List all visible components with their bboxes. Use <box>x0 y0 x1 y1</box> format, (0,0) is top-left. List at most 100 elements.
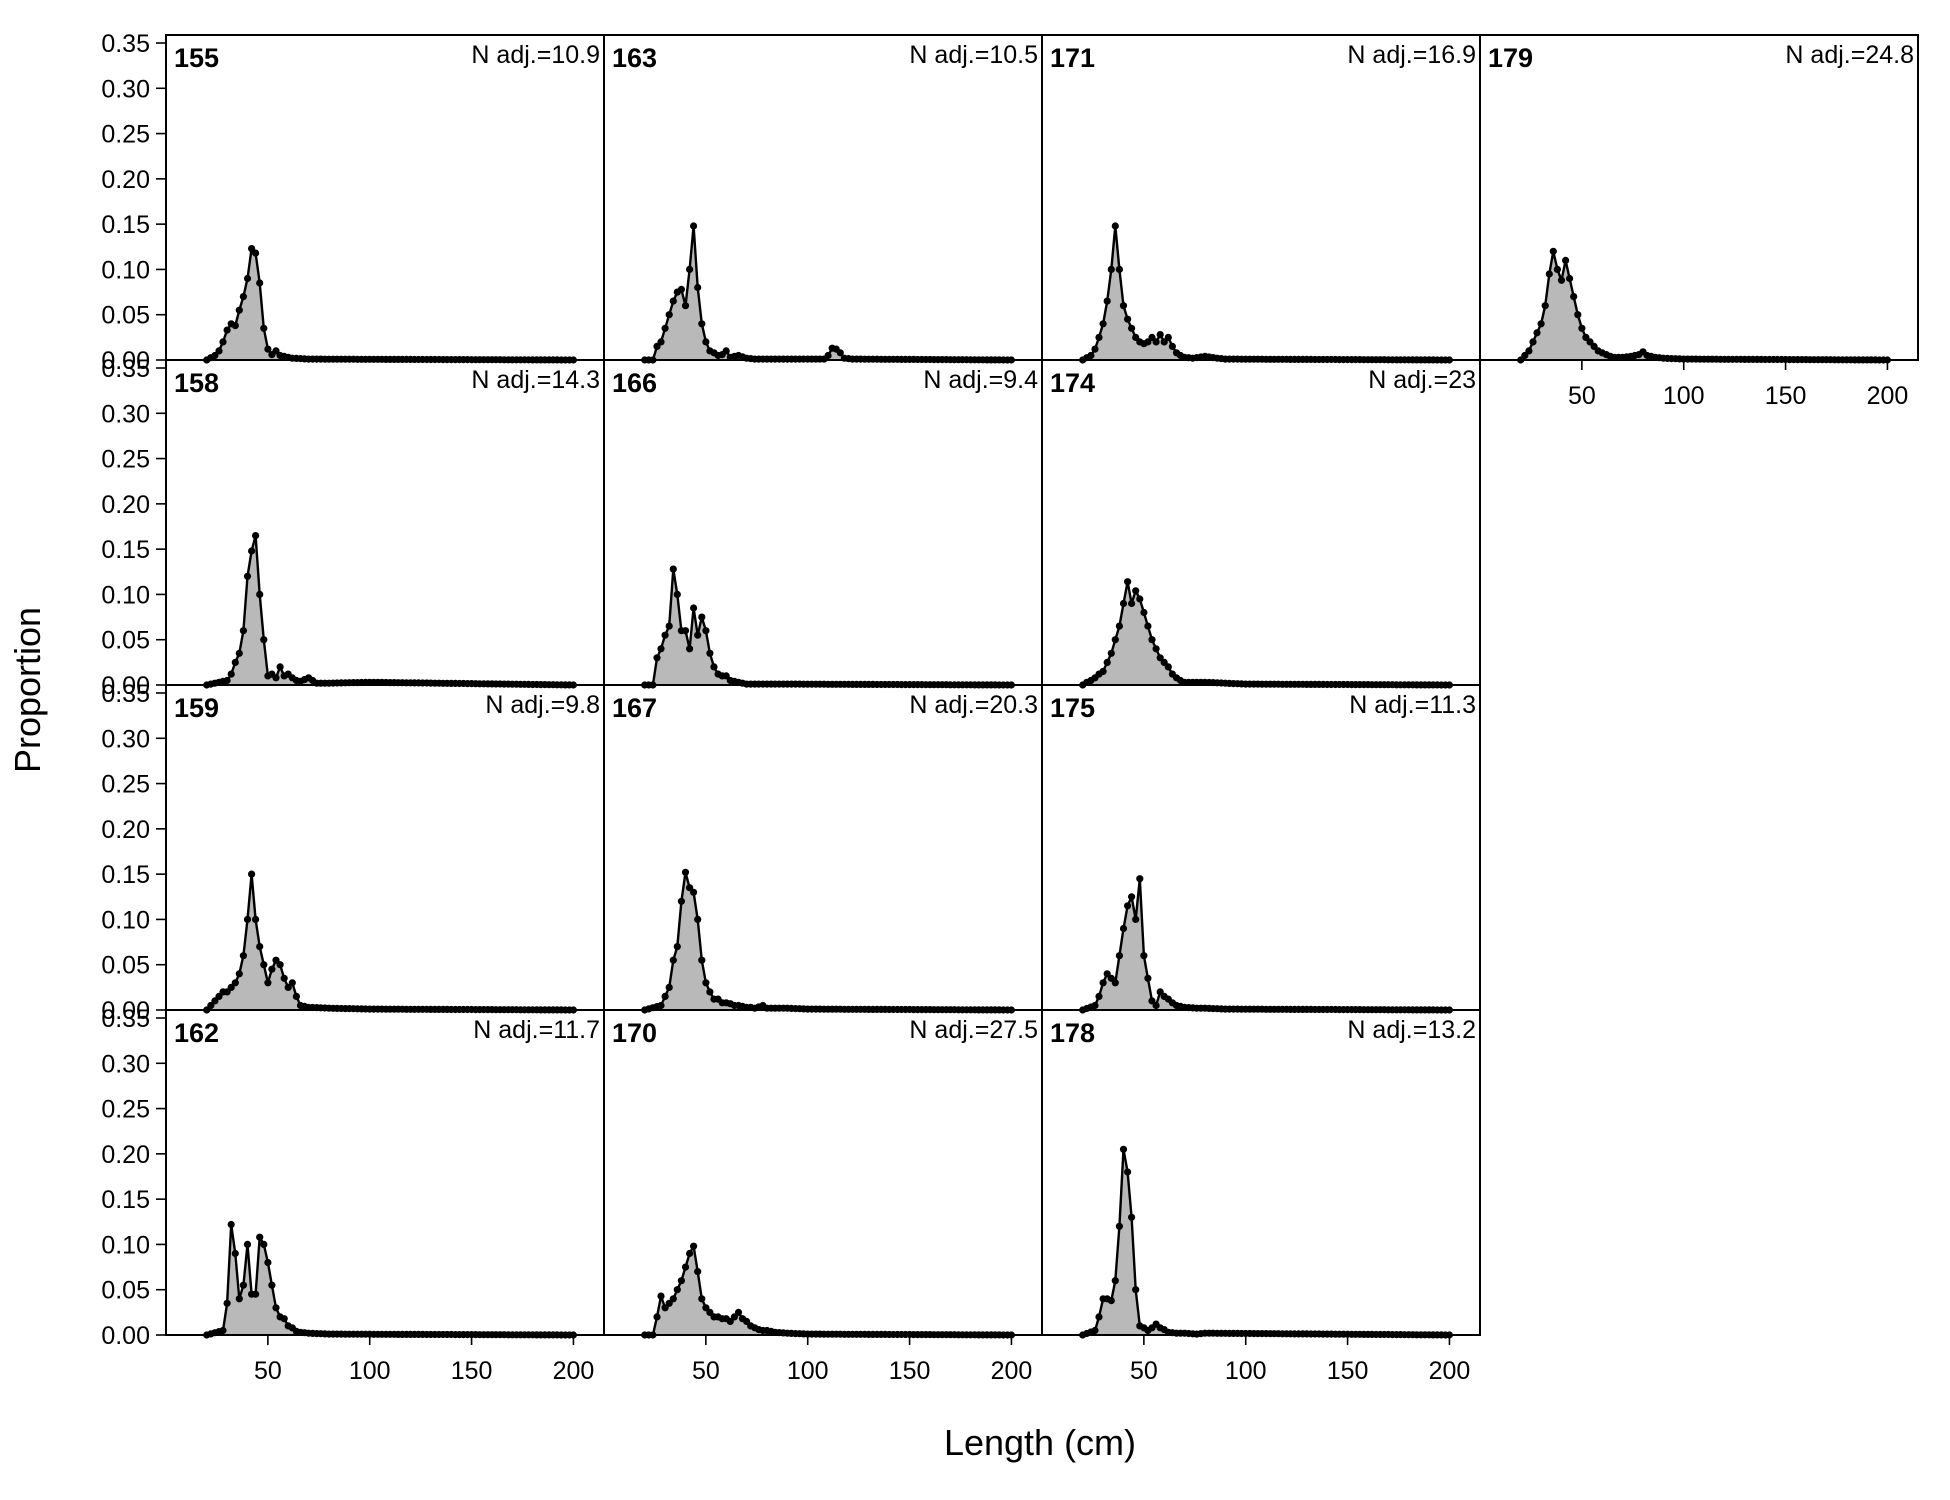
data-point <box>669 1295 677 1303</box>
data-point <box>690 222 698 230</box>
data-point <box>686 265 694 273</box>
data-point <box>239 952 247 960</box>
data-point <box>1168 342 1176 350</box>
data-point <box>694 1268 702 1276</box>
data-point <box>657 645 665 653</box>
data-point <box>284 983 292 992</box>
data-point <box>1115 1222 1123 1230</box>
data-point <box>1140 608 1148 617</box>
data-point <box>1115 622 1123 630</box>
data-point <box>252 532 260 540</box>
distribution-area <box>1082 878 1450 1010</box>
n-adj-label: N adj.=14.3 <box>471 366 600 394</box>
n-adj-label: N adj.=27.5 <box>909 1016 1038 1044</box>
data-point <box>1128 1213 1136 1221</box>
panel-frame <box>165 684 605 1011</box>
data-point <box>681 1263 690 1271</box>
data-point <box>1521 351 1529 360</box>
x-tick-label: 50 <box>1568 382 1596 410</box>
data-point <box>1566 274 1574 283</box>
data-point <box>1124 578 1132 586</box>
data-point <box>243 274 252 283</box>
y-tick-label: 0.30 <box>101 400 150 428</box>
data-point <box>1164 333 1172 341</box>
data-point <box>280 1315 288 1323</box>
data-point <box>722 672 730 680</box>
panel-id-label: 162 <box>174 1018 219 1048</box>
data-point <box>836 349 844 357</box>
n-adj-label: N adj.=11.3 <box>1349 691 1476 719</box>
data-point <box>1541 302 1549 310</box>
data-point <box>256 279 264 287</box>
distribution-line <box>1082 1148 1450 1337</box>
data-point <box>1562 256 1570 264</box>
data-point <box>706 988 714 996</box>
x-tick-label: 200 <box>1867 382 1909 410</box>
x-tick-label: 50 <box>1130 1357 1158 1385</box>
distribution-area <box>644 1246 1012 1335</box>
data-point <box>698 1295 706 1303</box>
data-point <box>681 627 690 635</box>
data-point <box>223 676 231 685</box>
data-point <box>260 1240 268 1248</box>
data-point <box>669 956 677 964</box>
data-point <box>1095 333 1103 341</box>
distribution-area <box>644 872 1012 1010</box>
data-point <box>1578 324 1586 332</box>
data-point <box>1128 599 1136 608</box>
data-point <box>1119 1145 1128 1153</box>
data-point <box>669 565 677 573</box>
data-point <box>686 645 694 653</box>
panel-frame <box>1479 34 1919 361</box>
panel-155: 155 N adj.=10.9 0.00 0.05 0.10 0.15 0.20 0.25 0.… <box>101 30 605 375</box>
data-point <box>235 306 243 314</box>
data-point <box>264 1258 272 1267</box>
x-tick-label: 50 <box>254 1357 282 1385</box>
data-point <box>677 1277 686 1285</box>
data-point <box>702 338 710 346</box>
data-point <box>1099 320 1107 328</box>
data-point <box>665 622 673 630</box>
data-point <box>1111 222 1119 230</box>
data-point <box>272 674 280 682</box>
data-point <box>698 613 706 621</box>
panel-id-label: 166 <box>612 368 657 398</box>
y-tick-label: 0.05 <box>101 952 150 980</box>
x-tick-label: 100 <box>1663 382 1705 410</box>
data-point <box>1095 1313 1103 1321</box>
data-point <box>268 1281 276 1289</box>
data-point <box>1119 924 1128 933</box>
n-adj-label: N adj.=11.7 <box>473 1016 600 1044</box>
y-tick-label: 0.30 <box>101 75 150 103</box>
y-tick-label: 0.00 <box>101 672 150 700</box>
data-point <box>1557 276 1566 284</box>
x-tick-label: 50 <box>692 1357 720 1385</box>
data-point <box>1132 915 1140 924</box>
panel-grid: 155 N adj.=10.9 0.00 0.05 0.10 0.15 0.20 0.25 0.… <box>101 30 1919 1385</box>
distribution-area <box>1520 251 1888 360</box>
panel-frame <box>165 359 605 686</box>
data-point <box>673 1286 681 1294</box>
data-point <box>690 604 698 612</box>
panel-178: 178 N adj.=13.2 50 100 150 200 <box>1041 1009 1481 1385</box>
data-point <box>734 1308 743 1316</box>
data-point <box>1115 265 1123 273</box>
y-tick-label: 0.25 <box>101 446 150 474</box>
data-point <box>694 283 702 292</box>
y-tick-label: 0.35 <box>101 30 150 58</box>
y-tick-label: 0.25 <box>101 121 150 149</box>
y-tick-label: 0.30 <box>101 725 150 753</box>
data-point <box>268 965 276 973</box>
panel-frame <box>1041 684 1481 1011</box>
data-point <box>231 658 239 667</box>
data-point <box>1525 347 1533 355</box>
data-point <box>1156 331 1164 339</box>
data-point <box>702 627 710 635</box>
data-point <box>681 868 690 876</box>
panel-frame <box>1041 359 1481 686</box>
data-point <box>252 249 260 257</box>
x-tick-label: 200 <box>553 1357 595 1385</box>
data-point <box>1537 320 1545 328</box>
data-point <box>657 338 665 346</box>
data-point <box>1107 1297 1115 1305</box>
